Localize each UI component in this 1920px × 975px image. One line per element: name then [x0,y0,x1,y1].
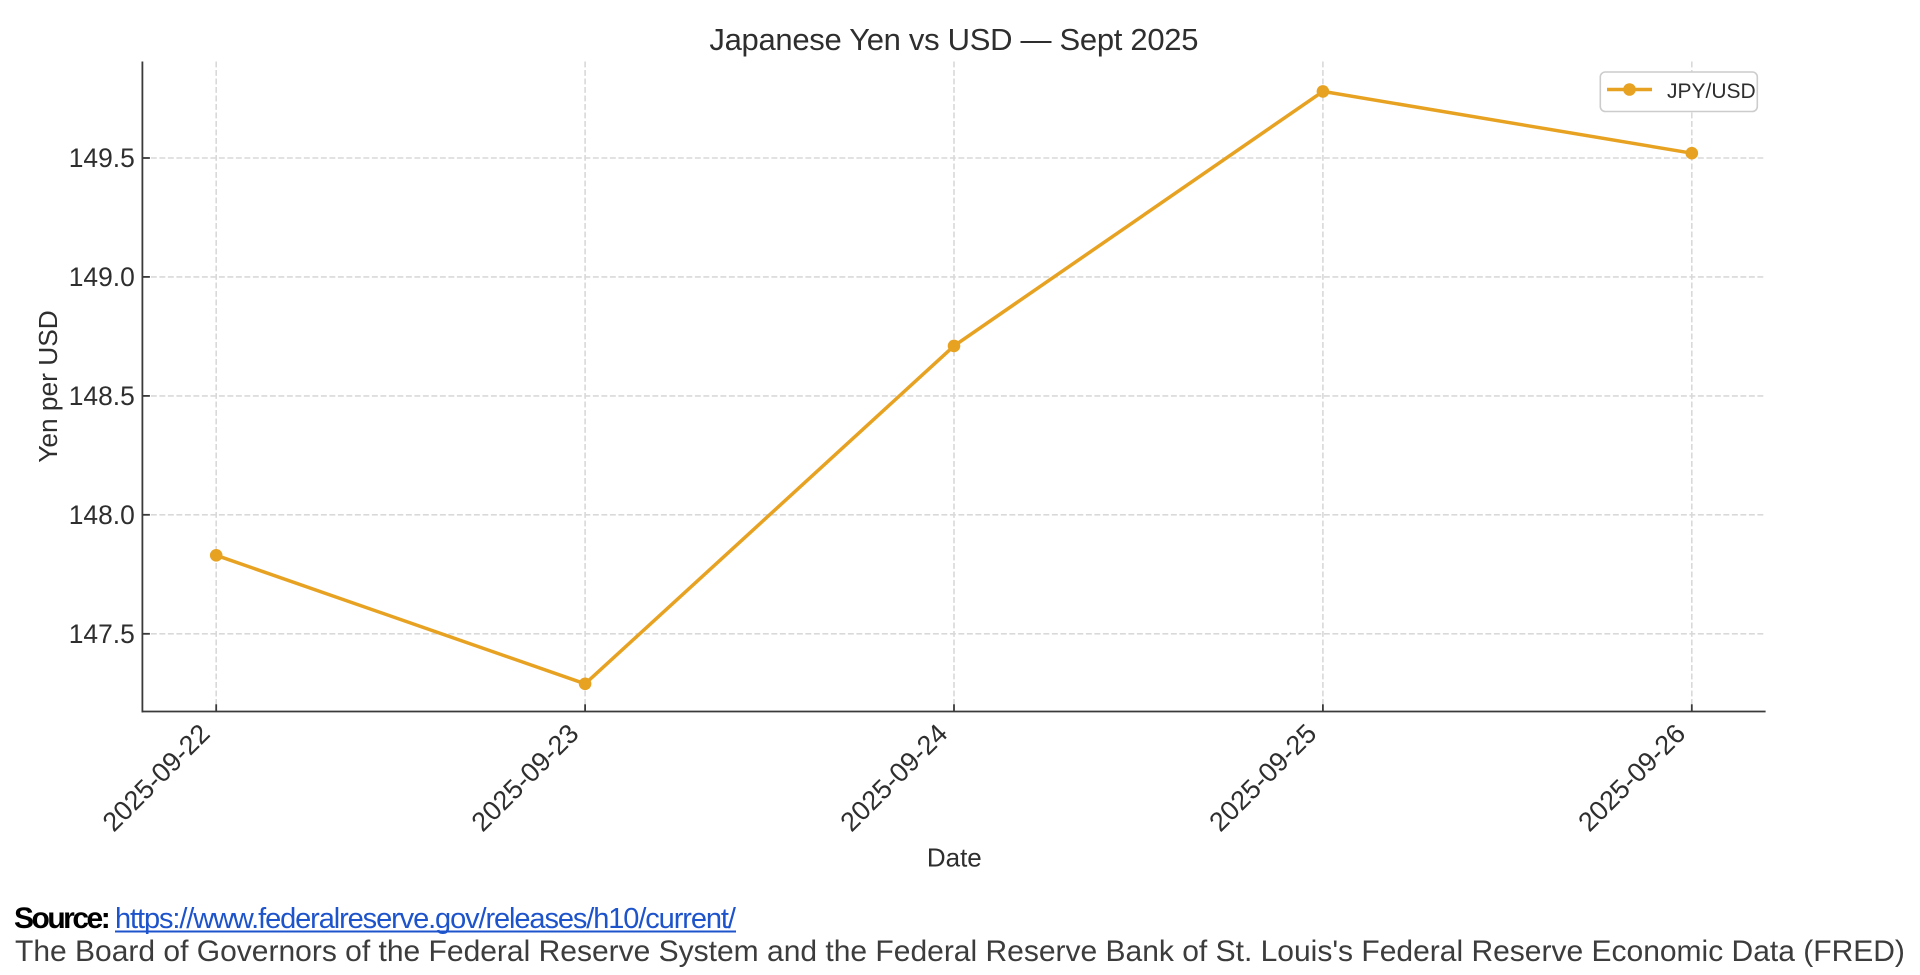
svg-text:Yen per USD: Yen per USD [33,310,63,463]
svg-text:2025-09-22: 2025-09-22 [97,718,216,837]
svg-text:https://www.federalreserve.gov: https://www.federalreserve.gov/releases/… [115,903,737,935]
svg-text:The Board of Governors of the: The Board of Governors of the Federal Re… [15,935,1905,968]
svg-text:2025-09-23: 2025-09-23 [466,718,585,837]
svg-text:148.0: 148.0 [69,500,135,530]
svg-text:JPY/USD: JPY/USD [1667,80,1756,103]
svg-text:147.5: 147.5 [69,619,135,649]
svg-text:Source:: Source: [14,902,109,935]
svg-text:2025-09-24: 2025-09-24 [835,718,954,837]
svg-text:2025-09-25: 2025-09-25 [1203,718,1322,837]
svg-text:149.0: 149.0 [69,262,135,292]
svg-text:149.5: 149.5 [69,143,135,173]
svg-text:Date: Date [927,843,982,873]
svg-text:148.5: 148.5 [69,381,135,411]
svg-text:2025-09-26: 2025-09-26 [1572,718,1691,837]
svg-text:Japanese Yen vs USD — Sept 202: Japanese Yen vs USD — Sept 2025 [709,22,1198,57]
